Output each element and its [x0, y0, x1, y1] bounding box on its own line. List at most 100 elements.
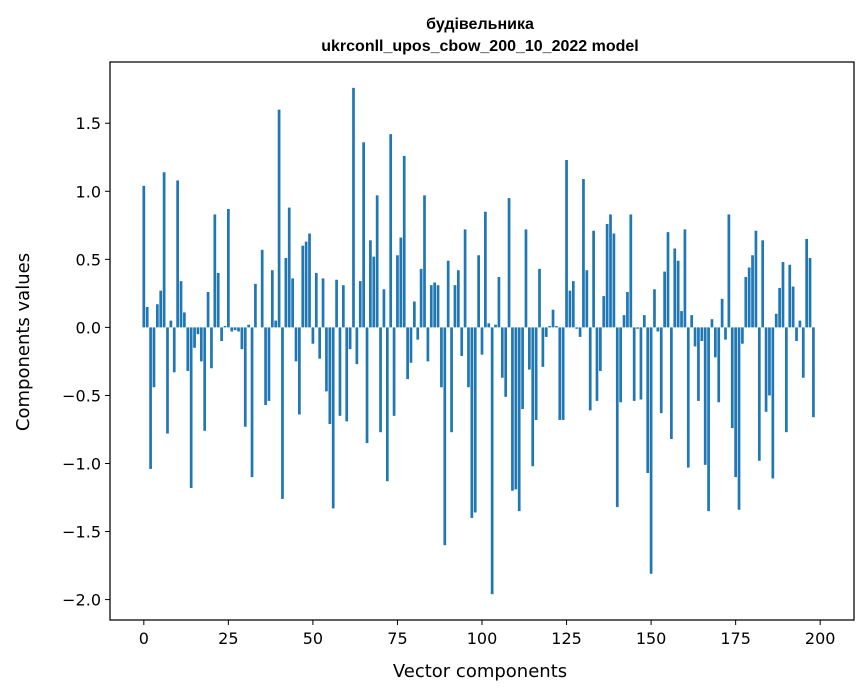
bar-105	[497, 277, 501, 328]
bar-165	[700, 327, 704, 341]
bar-62	[352, 87, 355, 328]
bar-50	[311, 327, 315, 344]
bar-191	[788, 264, 792, 328]
x-tick-label: 100	[467, 629, 498, 648]
bar-106	[500, 327, 504, 378]
bar-2	[149, 327, 152, 469]
x-tick-label: 125	[551, 629, 582, 648]
bar-114	[527, 327, 531, 370]
bar-178	[744, 277, 748, 328]
bar-26	[230, 327, 234, 332]
bar-169	[713, 327, 717, 358]
bar-83	[423, 195, 426, 328]
bar-181	[754, 230, 758, 328]
bar-38	[270, 270, 274, 328]
bar-61	[348, 327, 352, 350]
bar-167	[707, 327, 710, 512]
bar-78	[406, 327, 409, 380]
bar-54	[325, 327, 328, 392]
bar-40	[277, 109, 281, 328]
x-tick-label: 175	[720, 629, 751, 648]
bar-44	[291, 278, 294, 328]
bar-113	[524, 229, 528, 328]
bar-111	[517, 327, 521, 512]
bars-group	[142, 87, 815, 595]
y-tick-label: 1.5	[76, 114, 101, 133]
bar-185	[768, 327, 771, 396]
y-tick-label: −0.5	[62, 386, 101, 405]
bar-9	[172, 327, 176, 373]
bar-163	[693, 327, 697, 347]
bar-31	[247, 324, 251, 328]
bar-7	[166, 327, 169, 434]
x-tick-label: 75	[387, 629, 407, 648]
bar-141	[619, 327, 623, 403]
bar-47	[301, 245, 305, 328]
bar-97	[470, 327, 474, 518]
bar-36	[264, 327, 267, 405]
bar-132	[588, 327, 592, 411]
bar-65	[362, 142, 365, 328]
bar-197	[808, 257, 812, 328]
bar-33	[254, 283, 257, 328]
bar-94	[460, 327, 464, 356]
bar-160	[683, 229, 687, 328]
bar-29	[240, 327, 244, 350]
bar-43	[287, 207, 291, 328]
bar-24	[223, 326, 227, 328]
bar-27	[233, 327, 237, 331]
bar-120	[548, 326, 551, 328]
bar-192	[791, 286, 795, 328]
bar-21	[213, 214, 217, 328]
bar-153	[659, 327, 663, 414]
chart-subtitle: ukrconll_upos_cbow_200_10_2022 model	[321, 38, 638, 55]
bar-195	[801, 327, 805, 378]
bar-158	[676, 260, 680, 328]
bar-72	[385, 327, 389, 482]
bar-1	[145, 306, 149, 328]
bar-15	[193, 327, 196, 348]
bar-128	[575, 327, 579, 329]
bar-10	[176, 180, 179, 328]
bar-84	[426, 327, 430, 362]
bar-157	[673, 248, 677, 328]
bar-12	[183, 312, 186, 328]
x-tick-label: 150	[636, 629, 667, 648]
x-axis-label: Vector components	[393, 661, 567, 682]
bar-136	[602, 296, 606, 328]
bar-168	[710, 319, 714, 328]
bar-59	[341, 285, 345, 328]
bar-91	[450, 327, 453, 433]
bar-139	[612, 233, 616, 328]
bar-82	[419, 268, 423, 328]
bar-63	[355, 327, 359, 365]
y-axis-label: Components values	[13, 253, 34, 431]
bar-151	[653, 289, 656, 328]
bar-4	[155, 304, 159, 328]
bar-100	[480, 327, 484, 355]
bar-56	[331, 327, 335, 509]
bar-45	[294, 327, 298, 362]
bar-51	[314, 272, 318, 328]
bar-166	[703, 327, 707, 465]
bar-103	[490, 327, 494, 595]
bar-0	[142, 185, 146, 328]
bar-161	[686, 327, 690, 468]
bar-183	[761, 240, 765, 328]
x-tick-label: 0	[139, 629, 149, 648]
bar-93	[456, 270, 460, 328]
bar-190	[785, 327, 788, 433]
bar-77	[402, 155, 406, 328]
bar-176	[737, 327, 741, 510]
bar-66	[365, 327, 369, 444]
bar-145	[632, 327, 636, 401]
bar-19	[206, 292, 210, 328]
bar-164	[697, 327, 700, 401]
bar-30	[243, 327, 247, 427]
bar-143	[626, 292, 629, 328]
bar-118	[541, 327, 545, 367]
bar-115	[531, 327, 535, 467]
y-tick-label: −2.0	[62, 591, 101, 610]
bar-23	[220, 327, 223, 341]
